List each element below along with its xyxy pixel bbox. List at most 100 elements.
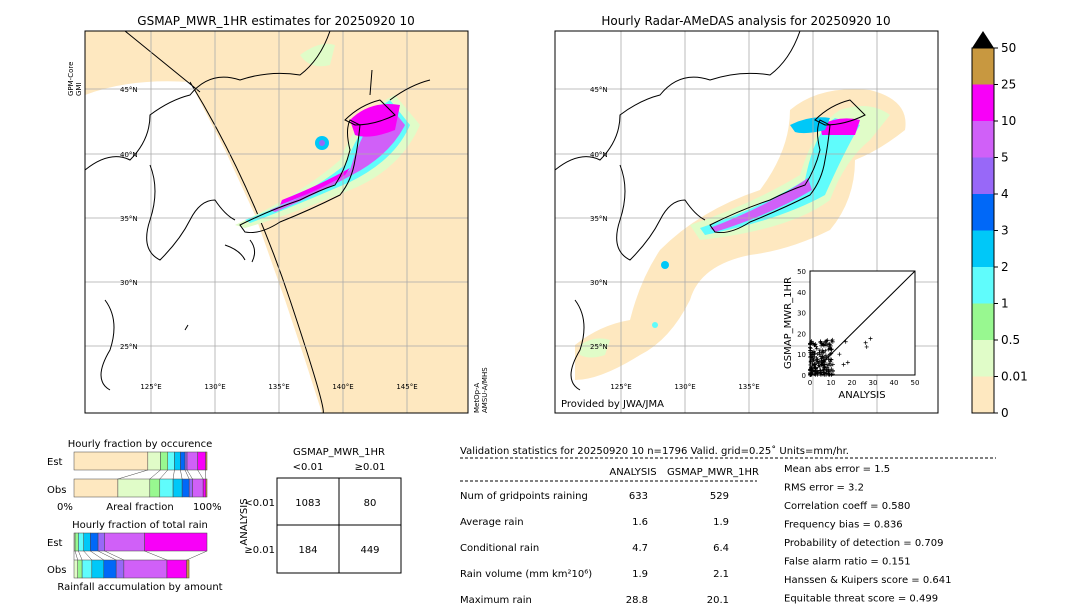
svg-text:40°N: 40°N	[120, 151, 138, 159]
svg-text:GPM-Core: GPM-Core	[67, 62, 75, 96]
scatter-point	[864, 344, 869, 349]
scatter-point	[817, 348, 822, 353]
scatter-point	[823, 348, 828, 353]
svg-text:30°N: 30°N	[120, 279, 138, 287]
scatter-point	[810, 361, 815, 366]
svg-text:135°E: 135°E	[738, 383, 759, 391]
scatter-point	[823, 365, 828, 370]
bar-segment	[147, 451, 161, 471]
credit-text: Provided by JWA/JMA	[561, 399, 664, 410]
svg-text:GMI: GMI	[75, 82, 83, 96]
svg-text:GSMAP_MWR_1HR: GSMAP_MWR_1HR	[667, 467, 759, 478]
bar-segment	[174, 451, 181, 471]
rain-analysis	[575, 89, 906, 380]
scatter-point	[817, 350, 822, 355]
scatter-ytick: 10	[797, 351, 806, 359]
scatter-point	[822, 359, 827, 364]
scatter-point	[819, 351, 824, 356]
svg-text:ANALYSIS: ANALYSIS	[609, 467, 656, 478]
svg-text:135°E: 135°E	[268, 383, 289, 391]
colorbar-label: 3	[1001, 224, 1009, 238]
scatter-point	[824, 356, 829, 361]
stat-label: Rain volume (mm km²10⁶)	[460, 569, 592, 580]
rain-title: Hourly fraction of total rain	[72, 520, 208, 531]
colorbar-over-arrow	[972, 31, 994, 48]
rain-est-label: Est	[47, 538, 63, 549]
colorbar-label: 1	[1001, 297, 1009, 311]
svg-text:≥0.01: ≥0.01	[355, 462, 386, 473]
scatter-point	[815, 371, 820, 376]
svg-text:35°N: 35°N	[120, 215, 138, 223]
right-coastlines	[555, 31, 866, 391]
scatter-point	[826, 344, 831, 349]
stat-gsmap: 2.1	[713, 569, 729, 580]
score-text: Frequency bias = 0.836	[784, 520, 903, 531]
svg-text:140°E: 140°E	[332, 383, 353, 391]
right-map-title: Hourly Radar-AMeDAS analysis for 2025092…	[601, 14, 890, 28]
colorbar-label: 0.5	[1001, 333, 1020, 347]
scatter-point	[821, 359, 826, 364]
svg-text:45°N: 45°N	[590, 86, 608, 94]
scatter-xtick: 20	[848, 379, 857, 387]
scatter-point	[808, 350, 813, 355]
colorbar-segment	[972, 267, 994, 304]
bar-segment	[73, 559, 78, 579]
svg-text:80: 80	[364, 498, 377, 509]
svg-text:449: 449	[360, 545, 379, 556]
stat-label: Num of gridpoints raining	[460, 491, 588, 502]
scatter-point	[826, 357, 831, 362]
scatter-xtick: 10	[827, 379, 836, 387]
rain-obs-label: Obs	[47, 565, 66, 576]
stat-label: Average rain	[460, 517, 524, 528]
scatter-point	[821, 342, 826, 347]
stat-analysis: 4.7	[632, 543, 648, 554]
scatter-point	[821, 350, 826, 355]
stat-analysis: 633	[629, 491, 648, 502]
colorbar-label: 5	[1001, 151, 1009, 165]
svg-text:125°E: 125°E	[610, 383, 631, 391]
bar-segment	[73, 478, 119, 498]
scatter-point	[829, 351, 834, 356]
scatter-point	[813, 372, 818, 377]
bar-segment	[186, 559, 190, 579]
scatter-point	[818, 371, 823, 376]
bar-segment	[167, 451, 175, 471]
scatter-point	[810, 368, 815, 373]
score-text: RMS error = 3.2	[784, 483, 864, 494]
svg-text:130°E: 130°E	[204, 383, 225, 391]
scatter-point	[814, 346, 819, 351]
stat-gsmap: 6.4	[713, 543, 729, 554]
scatter-xtick: 0	[808, 379, 812, 387]
stat-analysis: 1.6	[632, 517, 648, 528]
rain-estimate	[235, 43, 420, 228]
colorbar-label: 0.01	[1001, 370, 1028, 384]
scatter-point	[821, 355, 826, 360]
scatter-point	[824, 362, 829, 367]
bar-segment	[188, 478, 193, 498]
bar-segment	[91, 559, 105, 579]
stat-label: Maximum rain	[460, 595, 532, 606]
bar-segment	[192, 478, 204, 498]
scatter-point	[819, 362, 824, 367]
stat-gsmap: 20.1	[707, 595, 729, 606]
colorbar-label: 10	[1001, 114, 1016, 128]
colorbar-segment	[972, 303, 994, 340]
scatter-point	[826, 363, 831, 368]
score-text: Probability of detection = 0.709	[784, 538, 943, 549]
scatter-point	[829, 367, 834, 372]
svg-text:125°E: 125°E	[140, 383, 161, 391]
scatter-point	[808, 371, 813, 376]
bar-segment	[73, 451, 149, 471]
stat-analysis: 28.8	[626, 595, 648, 606]
svg-text:25°N: 25°N	[590, 343, 608, 351]
scatter-ytick: 20	[797, 330, 806, 338]
scatter-point	[823, 339, 828, 344]
bar-segment	[90, 532, 99, 552]
scatter-point	[863, 340, 868, 345]
bar-segment	[117, 478, 151, 498]
scatter-point	[824, 341, 829, 346]
scatter-point	[825, 338, 830, 343]
colorbar-label: 50	[1001, 41, 1016, 55]
scatter-point	[829, 338, 834, 343]
bar-segment	[186, 451, 198, 471]
